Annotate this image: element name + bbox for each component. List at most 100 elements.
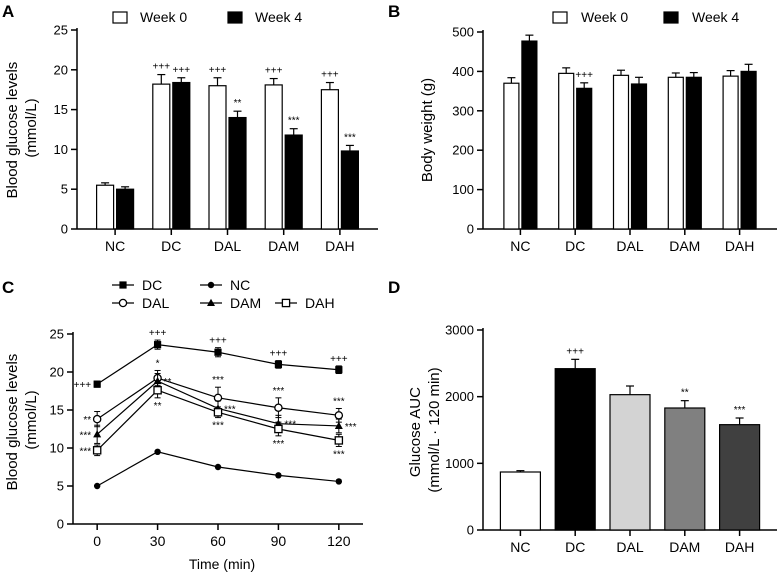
panel-b-bar-1-1: [576, 87, 593, 230]
panel-a-xtick-label-3: DAM: [268, 238, 299, 254]
panel-a-sig-0: +++: [153, 62, 171, 73]
panel-c-point-nc-0: [93, 482, 101, 490]
panel-d-ylabel-line-2: (mmol/L · 120 min): [426, 367, 443, 492]
panel-c-ylabel-line-1: Blood glucose levels: [4, 354, 21, 491]
panel-a-sig-3: **: [234, 98, 242, 109]
legend-marker-dah: [281, 298, 291, 308]
panel-a-bar-1-2: [228, 116, 247, 230]
panel-c-ytick-label-1: 5: [57, 479, 64, 494]
panel-a-ytick-label-4: 20: [54, 62, 68, 77]
panel-b-bar-1-2: [630, 83, 648, 230]
panel-c-point-dc-2: [214, 348, 222, 356]
panel-d-bar-0-4: [718, 424, 761, 531]
panel-letter-a: A: [2, 2, 14, 21]
panel-d: D Glucose AUC (mmol/L · 120 min) 0 1000 20…: [388, 278, 777, 555]
panel-c-sig-6: **: [164, 377, 172, 388]
panel-a: A Blood glucose levels (mmol/L) Week 0 W…: [2, 2, 378, 254]
legend-marker-dc: [119, 281, 127, 289]
legend-marker-nc: [207, 281, 215, 289]
panel-c-sig-14: ***: [284, 420, 296, 431]
legend-swatch-week4: [227, 11, 243, 24]
panel-c-point-dah-0: [92, 446, 102, 455]
panel-c-point-nc-2: [214, 463, 222, 471]
panel-d-bar-0-0: [499, 471, 541, 531]
legend-label-dc: DC: [142, 277, 162, 293]
panel-c-sig-4: +++: [149, 328, 167, 339]
panel-d-xtick-label-3: DAM: [669, 539, 700, 555]
panel-c-ytick-label-5: 25: [50, 327, 64, 342]
panel-b-legend: Week 0 Week 4: [552, 9, 739, 25]
panel-c-sig-18: ***: [345, 422, 357, 433]
panel-a-bar-0-1: [152, 83, 171, 230]
panel-c-point-dal-3: [274, 403, 283, 412]
panel-c-sig-16: +++: [330, 354, 348, 365]
panel-c: C Blood glucose levels (mmol/L) Time (mi…: [2, 277, 363, 572]
panel-a-bar-1-1: [172, 81, 191, 230]
legend-marker-dam: [207, 298, 215, 306]
panel-c-ylabel: Blood glucose levels (mmol/L): [4, 350, 40, 491]
legend-label-dah: DAH: [305, 295, 335, 311]
panel-c-legend: DC NC DAL DAM DAH: [112, 277, 335, 311]
panel-b-ytick-label-2: 200: [452, 143, 474, 158]
panel-c-ylabel-line-2: (mmol/L): [23, 390, 40, 449]
panel-c-xtick-label-4: 120: [327, 533, 351, 549]
panel-d-bar-0-2: [609, 394, 651, 531]
panel-c-point-nc-1: [154, 448, 161, 455]
legend-swatch-week4: [663, 11, 679, 24]
panel-c-xtick-label-0: 0: [93, 533, 101, 549]
panel-c-point-nc-4: [335, 478, 343, 485]
legend-swatch-week0: [552, 11, 568, 24]
panel-d-xtick-label-4: DAH: [725, 539, 755, 555]
panel-b-ytick-label-0: 0: [467, 222, 474, 237]
panel-d-xtick-label-2: DAL: [616, 539, 643, 555]
panel-a-ylabel-line-1: Blood glucose levels: [4, 62, 21, 199]
panel-d-ytick-label-0: 0: [467, 523, 474, 538]
panel-b-xtick-label-4: DAH: [725, 238, 755, 254]
panel-a-ytick-label-5: 25: [54, 23, 68, 38]
panel-c-xlabel: Time (min): [189, 556, 255, 572]
panel-c-ytick-label-0: 0: [57, 517, 64, 532]
panel-b-ytick-label-3: 300: [452, 103, 474, 118]
panel-a-bar-0-3: [264, 84, 283, 230]
panel-a-bar-1-4: [340, 150, 359, 230]
panel-c-point-dah-2: [213, 408, 223, 417]
panel-b-xtick-label-1: DC: [565, 238, 585, 254]
panel-c-sig-8: +++: [209, 336, 227, 347]
panel-c-point-dal-0: [92, 414, 102, 424]
panel-b-xtick-label-0: NC: [510, 238, 530, 254]
panel-a-sig-4: +++: [265, 66, 283, 77]
panel-a-sig-7: ***: [344, 132, 356, 143]
legend-marker-dal: [118, 298, 128, 308]
panel-c-point-dc-0: [93, 380, 101, 388]
legend-label-week4: Week 4: [692, 9, 739, 25]
panel-d-ytick-label-1: 1000: [445, 456, 474, 471]
panel-b-ylabel: Body weight (g): [419, 78, 436, 182]
panel-d-sig-2: ***: [734, 405, 746, 416]
panel-a-sig-1: +++: [173, 65, 191, 76]
panel-c-point-dah-1: [153, 385, 162, 395]
panel-b-bar-0-2: [612, 74, 630, 230]
panel-d-bar-0-3: [664, 407, 706, 531]
panel-c-point-dc-4: [335, 366, 343, 374]
panel-c-point-dah-3: [274, 424, 283, 434]
panel-b-bar-0-0: [503, 82, 520, 230]
panel-c-ytick-label-3: 15: [50, 403, 64, 418]
panel-c-xtick-label-2: 60: [210, 533, 226, 549]
panel-a-xtick-label-0: NC: [105, 238, 125, 254]
panel-c-point-nc-3: [275, 472, 282, 479]
legend-label-week0: Week 0: [140, 9, 187, 25]
panel-d-ytick-label-2: 2000: [445, 389, 474, 404]
panel-c-sig-10: ***: [224, 404, 236, 415]
panel-c-sig-17: ***: [333, 396, 345, 407]
panel-c-ytick-label-4: 20: [50, 365, 64, 380]
panel-c-point-dal-2: [213, 393, 223, 403]
panel-b-xtick-label-3: DAM: [669, 238, 700, 254]
panel-b-bar-1-4: [740, 70, 757, 230]
panel-d-ylabel: Glucose AUC (mmol/L · 120 min): [407, 367, 443, 492]
panel-c-sig-0: +++: [74, 380, 92, 391]
panel-a-bar-0-4: [320, 89, 339, 230]
panel-c-xtick-label-3: 90: [271, 533, 287, 549]
panel-b-bar-1-0: [521, 40, 538, 230]
panel-a-ytick-label-2: 10: [54, 142, 68, 157]
